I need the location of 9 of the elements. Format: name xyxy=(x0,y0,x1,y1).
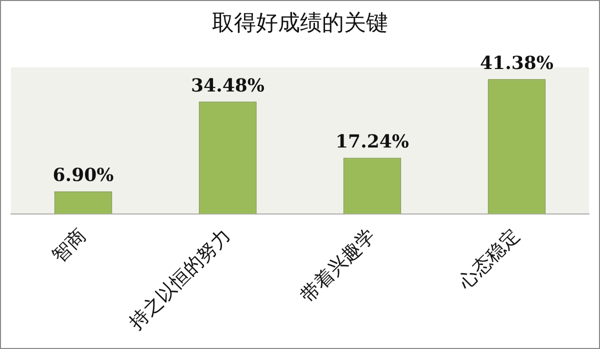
chart-title: 取得好成绩的关键 xyxy=(212,10,388,36)
data-label: 34.48% xyxy=(191,75,264,96)
x-tick-label: 智商 xyxy=(48,224,90,267)
data-label: 41.38% xyxy=(480,52,554,74)
x-tick-label: 持之以恒的努力 xyxy=(125,224,235,334)
data-label: 6.90% xyxy=(52,165,114,186)
data-label: 17.24% xyxy=(336,131,409,152)
x-tick-label: 心态稳定 xyxy=(454,224,524,294)
x-tick-label: 带着兴趣学 xyxy=(296,224,380,308)
